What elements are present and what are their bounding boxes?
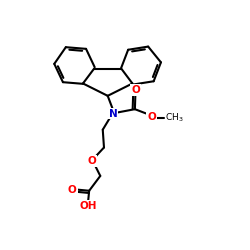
Text: O: O [131,85,140,95]
Text: O: O [87,156,96,166]
Text: O: O [147,112,156,122]
Text: O: O [68,184,77,194]
Text: OH: OH [79,201,97,211]
Text: CH$_3$: CH$_3$ [164,111,183,124]
Text: N: N [109,109,118,119]
